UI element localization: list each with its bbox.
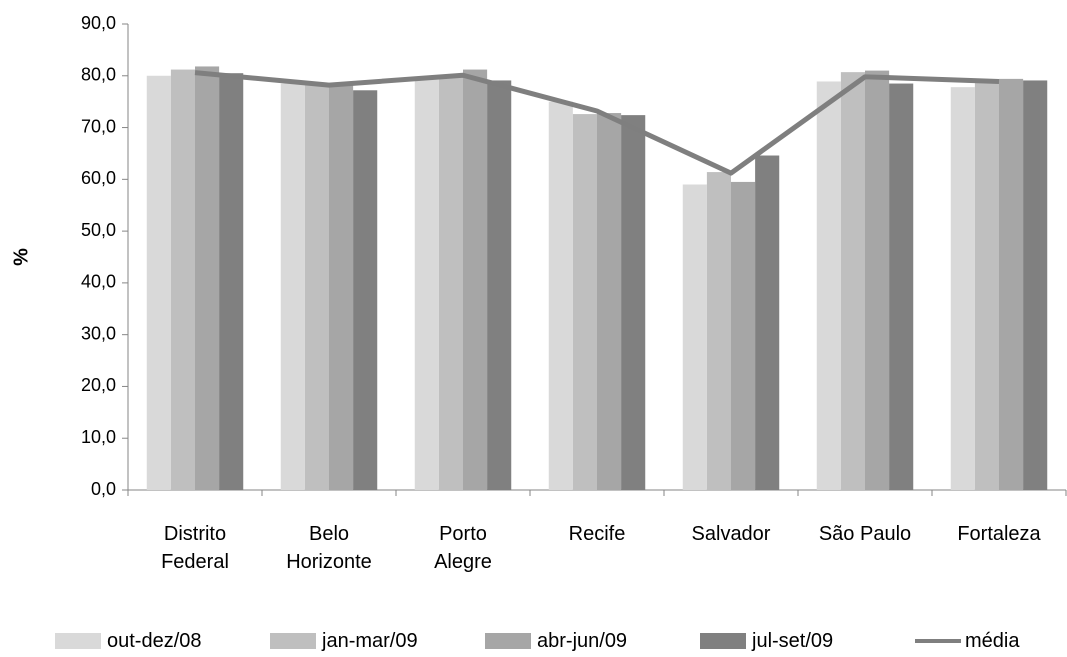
bar: [865, 70, 890, 490]
x-tick-label: Belo Horizonte: [286, 523, 372, 573]
bar: [438, 75, 463, 491]
legend-swatch: [485, 633, 531, 649]
legend-label: out-dez/08: [107, 629, 202, 652]
y-tick-label: 60,0: [81, 168, 116, 188]
legend-label: jan-mar/09: [322, 629, 418, 652]
bar: [597, 113, 622, 491]
legend-swatch: [55, 633, 101, 649]
bar: [889, 83, 914, 491]
x-tick-label: Fortaleza: [957, 523, 1041, 545]
bar: [329, 83, 354, 491]
bar: [840, 72, 865, 491]
line: [194, 70, 1000, 176]
legend-item: jul-set/09: [700, 628, 833, 654]
bar: [487, 80, 512, 490]
y-tick-label: 10,0: [81, 427, 116, 447]
legend-item: média: [915, 628, 1019, 654]
bar: [755, 155, 780, 490]
legend-label: média: [965, 629, 1020, 652]
bar: [731, 181, 756, 490]
y-axis-label: %: [10, 248, 32, 266]
x-tick-label: Porto Alegre: [434, 523, 492, 573]
x-tick-label: Distrito Federal: [161, 523, 229, 573]
x-tick-label: Recife: [568, 523, 626, 545]
x-tick-label: Salvador: [691, 523, 771, 545]
bar: [463, 69, 488, 490]
legend-swatch: [915, 639, 961, 643]
y-tick-label: 20,0: [81, 375, 116, 395]
bar: [816, 81, 841, 491]
y-tick-label: 90,0: [81, 13, 116, 33]
legend-swatch: [700, 633, 746, 649]
legend-label: jul-set/09: [752, 629, 834, 652]
bar: [999, 78, 1024, 490]
legend-label: abr-jun/09: [537, 629, 628, 652]
legend-swatch: [270, 633, 316, 649]
y-tick-label: 30,0: [81, 323, 116, 343]
bar: [170, 69, 195, 490]
bar: [353, 90, 378, 490]
bar: [621, 115, 646, 490]
legend-item: abr-jun/09: [485, 628, 627, 654]
bar: [414, 78, 439, 490]
bar: [304, 84, 329, 490]
bar: [219, 73, 244, 490]
y-tick-label: 80,0: [81, 65, 116, 85]
bar: [572, 114, 597, 491]
bar: [974, 80, 999, 490]
bar: [195, 66, 220, 491]
bar: [280, 83, 305, 491]
y-tick-label: 70,0: [81, 116, 116, 136]
bar: [1023, 80, 1048, 490]
bar: [950, 87, 975, 491]
bar: [706, 172, 731, 490]
y-tick-label: 0,0: [91, 479, 116, 499]
y-tick-label: 40,0: [81, 272, 116, 292]
bar: [548, 101, 573, 491]
x-tick-label: São Paulo: [818, 523, 912, 545]
legend-item: jan-mar/09: [270, 628, 418, 654]
bar: [682, 184, 707, 490]
legend-item: out-dez/08: [55, 628, 202, 654]
bar: [146, 75, 171, 491]
y-tick-label: 50,0: [81, 220, 116, 240]
